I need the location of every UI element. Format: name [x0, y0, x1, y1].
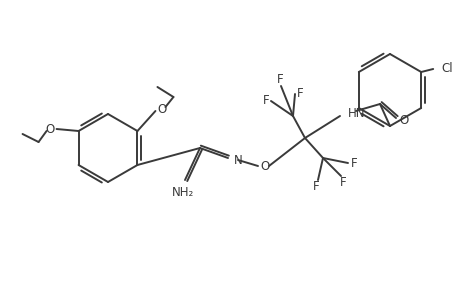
Text: Cl: Cl [440, 61, 452, 74]
Text: O: O [157, 103, 167, 116]
Text: O: O [260, 160, 269, 172]
Text: N: N [234, 154, 242, 166]
Text: NH₂: NH₂ [172, 187, 194, 200]
Text: F: F [339, 176, 346, 190]
Text: HN: HN [347, 106, 365, 119]
Text: O: O [398, 113, 408, 127]
Text: O: O [45, 122, 54, 136]
Text: F: F [262, 94, 269, 106]
Text: F: F [312, 181, 319, 194]
Text: F: F [350, 157, 357, 169]
Text: F: F [276, 73, 283, 85]
Text: F: F [296, 86, 302, 100]
